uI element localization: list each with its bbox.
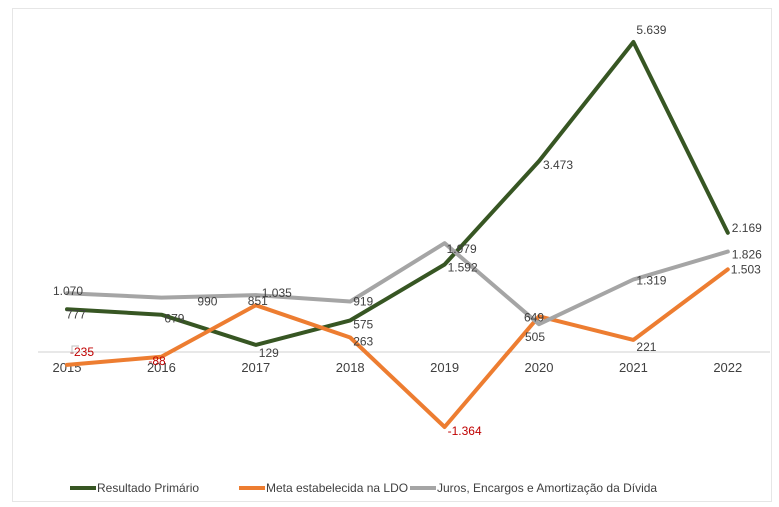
x-tick-label: 2018 [336,360,365,375]
data-label: 129 [259,346,279,360]
data-label: 990 [197,295,217,309]
data-label: 1.035 [262,286,292,300]
x-tick-label: 2020 [525,360,554,375]
data-label: 3.473 [543,158,573,172]
data-label: 263 [353,335,373,349]
x-tick-label: 2022 [713,360,742,375]
data-label: 649 [524,310,544,324]
x-tick-label: 2017 [241,360,270,375]
x-tick-label: 2021 [619,360,648,375]
data-label: 851 [248,294,268,308]
x-tick-label: 2019 [430,360,459,375]
data-label: -1.364 [448,424,482,438]
data-label: 1.979 [447,242,477,256]
data-label: 221 [636,340,656,354]
data-label: 1.070 [53,284,83,298]
data-label: 919 [353,294,373,308]
data-label: 679 [164,312,184,326]
legend-entry-3: Juros, Encargos e Amortização da Dívida [437,481,657,495]
data-label: 1.319 [636,273,666,287]
series-line-3 [65,241,730,327]
data-label: 777 [66,307,86,321]
data-label: 2.169 [732,221,762,235]
data-label: -88 [148,354,166,368]
data-label: -235 [70,345,94,359]
series-line-2 [65,267,730,429]
legend-entry-1: Resultado Primário [97,481,199,495]
data-label: 5.639 [636,23,666,37]
x-tick-label: 2016 [147,360,176,375]
legend-entry-2: Meta estabelecida na LDO [266,481,408,495]
data-label: 575 [353,317,373,331]
data-label: 1.503 [731,262,761,276]
label-leader-line [71,345,79,354]
series-line-1 [65,40,730,347]
data-label: 1.826 [732,248,762,262]
data-label: 1.592 [448,260,478,274]
data-label: 505 [525,330,545,344]
